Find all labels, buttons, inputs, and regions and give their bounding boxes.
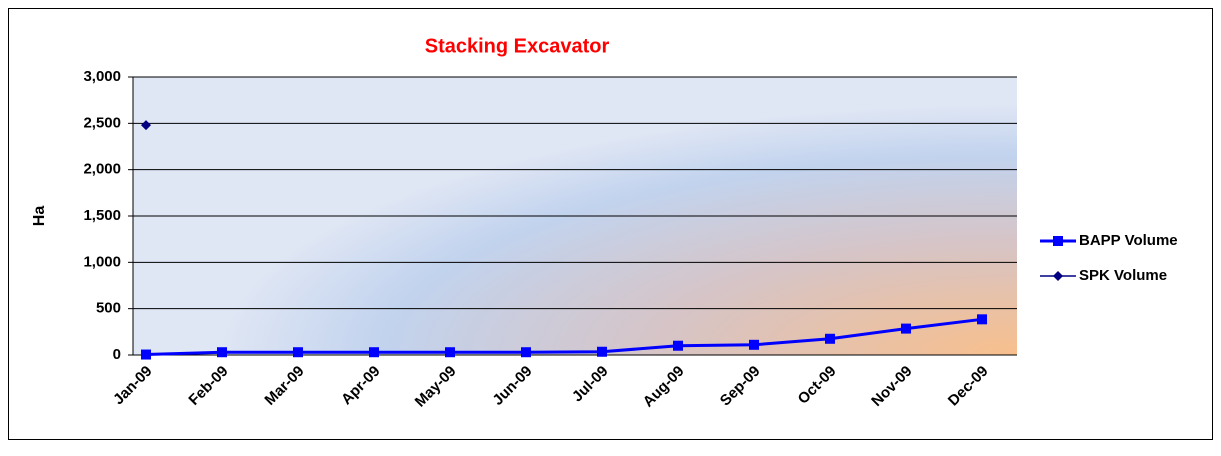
data-point	[217, 347, 227, 358]
y-axis-label: Ha	[31, 206, 48, 227]
data-point	[977, 314, 987, 325]
y-tick-label: 2,500	[83, 114, 121, 131]
y-tick-label: 500	[96, 300, 121, 317]
legend-marker	[1053, 236, 1063, 246]
y-tick-label: 0	[113, 346, 121, 363]
data-point	[369, 347, 379, 358]
legend-marker	[1053, 271, 1063, 281]
y-tick-label: 1,000	[83, 253, 121, 270]
y-tick-label: 3,000	[83, 68, 121, 85]
legend-label: SPK Volume	[1079, 267, 1167, 284]
y-tick-label: 1,500	[83, 207, 121, 224]
y-tick-label: 2,000	[83, 161, 121, 178]
data-point	[749, 339, 759, 350]
data-point	[901, 323, 911, 334]
data-point	[293, 347, 303, 358]
data-point	[521, 347, 531, 358]
data-point	[673, 340, 683, 351]
data-point	[141, 349, 151, 360]
data-point	[141, 120, 151, 131]
data-point	[825, 333, 835, 344]
chart-title: Stacking Excavator	[425, 35, 610, 57]
legend-label: BAPP Volume	[1079, 232, 1178, 249]
data-point	[445, 347, 455, 358]
series-line	[145, 317, 983, 357]
data-point	[597, 346, 607, 357]
